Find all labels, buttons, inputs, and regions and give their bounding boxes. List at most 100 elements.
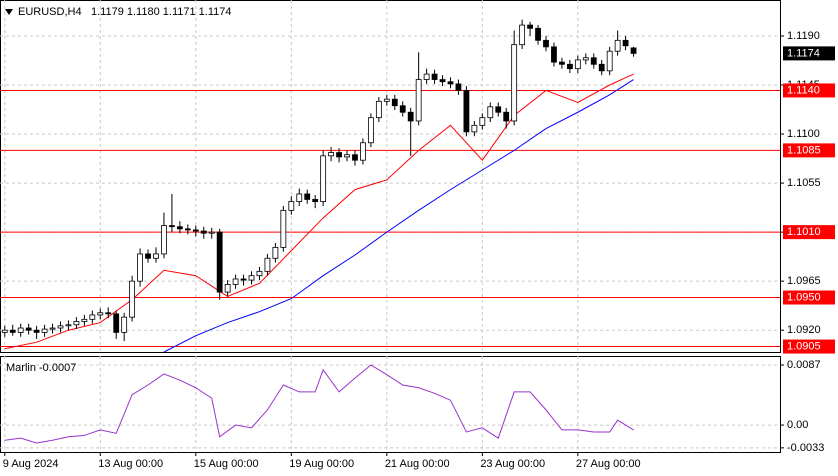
x-tick-label: 9 Aug 2024: [3, 458, 59, 470]
candle-body: [375, 100, 382, 119]
moving-average: [163, 79, 634, 353]
candle-body: [312, 199, 319, 203]
x-tick-label: 23 Aug 00:00: [480, 458, 545, 470]
level-tag: [783, 83, 835, 98]
candle-body: [543, 39, 549, 48]
candle-body: [352, 154, 358, 161]
level-label: 1.1010: [787, 226, 821, 238]
candle-body: [439, 79, 446, 83]
y-tick-label: 0.00: [787, 419, 808, 431]
candle-body: [153, 253, 159, 259]
level-label: 1.1085: [787, 144, 821, 156]
candle-body: [65, 324, 72, 327]
candle-body: [527, 24, 533, 29]
candle-body: [367, 117, 374, 144]
candle-body: [614, 39, 621, 52]
indicator-line: [4, 364, 634, 444]
candle-body: [606, 50, 613, 72]
candle-body: [49, 327, 56, 330]
candle-body: [33, 329, 40, 333]
y-tick-label: 1.1055: [787, 177, 821, 189]
price-tag: [783, 46, 835, 61]
candle-body: [471, 124, 478, 133]
candle-body: [574, 59, 581, 70]
candle-body: [145, 253, 151, 259]
candle-body: [431, 73, 438, 80]
menu-arrow[interactable]: [5, 9, 13, 15]
candle-body: [455, 83, 462, 91]
candle-body: [41, 328, 48, 333]
candle-body: [105, 312, 112, 315]
level-tag: [783, 143, 835, 158]
level-label: 1.0905: [787, 340, 821, 352]
candle-body: [495, 106, 502, 113]
candle-body: [598, 63, 605, 72]
candle-body: [248, 275, 255, 281]
indicator-name: Marlin -0.0007: [6, 362, 76, 374]
y-tick-label: 0.0087: [787, 359, 821, 371]
candle-body: [57, 325, 64, 329]
candle-body: [487, 106, 494, 119]
candle-body: [121, 316, 128, 333]
candle-body: [240, 278, 247, 281]
candle-body: [184, 228, 191, 231]
candle-body: [256, 270, 263, 277]
indicator-panel: [0, 356, 781, 453]
candle-body: [288, 201, 295, 211]
candle-body: [360, 142, 366, 161]
candle-body: [423, 73, 430, 80]
level-tag: [783, 339, 835, 354]
candle-body: [129, 280, 136, 318]
y-tick-label: 1.1190: [787, 30, 820, 42]
candle-body: [272, 246, 279, 259]
candle-body: [511, 44, 518, 122]
candle-body: [566, 63, 573, 70]
x-tick-label: 13 Aug 00:00: [98, 458, 163, 470]
candle-body: [113, 313, 120, 333]
candle-body: [264, 257, 271, 272]
candle-body: [630, 47, 637, 54]
candle-body: [590, 57, 597, 65]
candle-body: [383, 98, 390, 102]
x-tick-label: 15 Aug 00:00: [194, 458, 259, 470]
symbol: EURUSD,H4: [18, 6, 82, 18]
candle-body: [216, 231, 223, 293]
candle-body: [73, 321, 80, 326]
candle-body: [391, 98, 398, 107]
level-tag: [783, 225, 835, 240]
candle-body: [161, 225, 167, 255]
candle-body: [208, 231, 215, 234]
candle-body: [280, 209, 287, 248]
candle-body: [535, 27, 541, 41]
y-tick-label: 1.0965: [787, 275, 821, 287]
level-label: 1.1140: [787, 84, 820, 96]
candle-body: [9, 329, 16, 333]
candle-body: [559, 61, 565, 65]
x-tick-label: 21 Aug 00:00: [385, 458, 450, 470]
candle-body: [17, 327, 24, 333]
candle-body: [447, 81, 454, 85]
candle-body: [336, 152, 342, 158]
candle-body: [97, 312, 104, 316]
candle-body: [582, 57, 589, 61]
candle-body: [320, 155, 327, 203]
candle-body: [479, 117, 486, 126]
candle-body: [192, 229, 199, 232]
candle-body: [232, 278, 239, 285]
y-tick-label: 1.1100: [787, 128, 820, 140]
candle-body: [304, 193, 311, 200]
candle-body: [328, 152, 335, 157]
candle-body: [224, 284, 231, 293]
candle-body: [25, 327, 32, 331]
x-tick-label: 19 Aug 00:00: [289, 458, 354, 470]
candle-body: [519, 24, 526, 46]
candle-body: [463, 90, 470, 133]
candle-body: [137, 253, 143, 282]
candle-body: [1, 329, 8, 333]
y-tick-label: 1.0920: [787, 324, 821, 336]
candle-body: [344, 154, 350, 158]
candle-body: [415, 79, 422, 122]
price-label: 1.1174: [787, 47, 820, 59]
candle-body: [296, 193, 303, 203]
